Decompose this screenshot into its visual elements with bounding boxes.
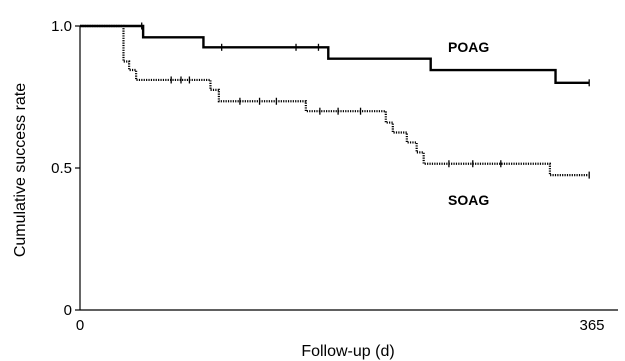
series-label-soag: SOAG <box>448 192 489 208</box>
series-label-poag: POAG <box>448 39 489 55</box>
axes: 0 0.5 1.0 0 365 <box>51 18 618 334</box>
series-line-soag <box>80 24 590 177</box>
y-tick-label: 1.0 <box>51 18 72 35</box>
series-layer <box>80 22 590 179</box>
x-axis-title: Follow-up (d) <box>301 343 394 360</box>
labels: POAG SOAG Follow-up (d) Cumulative succe… <box>12 39 489 360</box>
y-axis-title: Cumulative success rate <box>12 83 29 257</box>
y-tick-label: 0 <box>64 302 72 319</box>
x-tick-label: 0 <box>76 317 84 334</box>
x-tick-label: 365 <box>579 317 604 334</box>
series-line-poag <box>80 24 590 84</box>
y-tick-label: 0.5 <box>51 160 72 177</box>
